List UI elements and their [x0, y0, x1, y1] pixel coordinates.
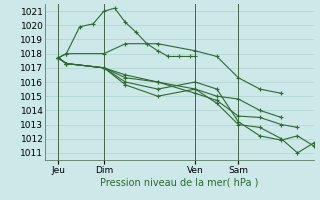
- X-axis label: Pression niveau de la mer( hPa ): Pression niveau de la mer( hPa ): [100, 177, 258, 187]
